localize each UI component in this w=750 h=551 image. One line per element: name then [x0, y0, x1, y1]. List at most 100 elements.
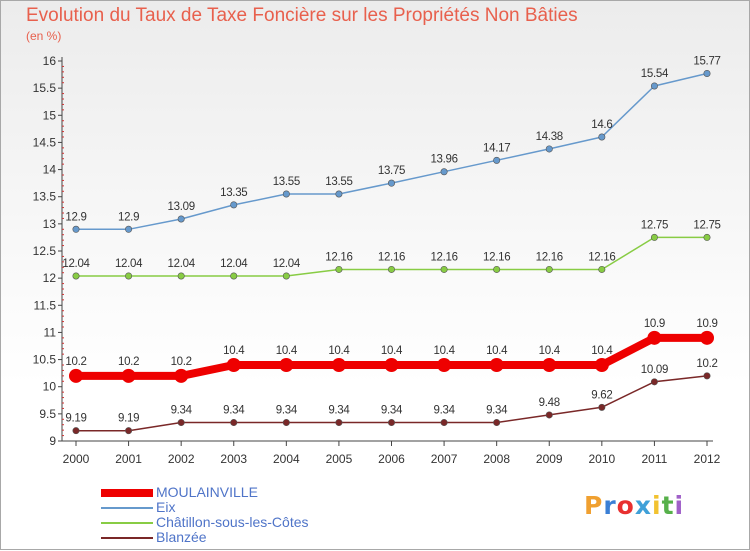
data-point-ch-tillon-sous-les-c-tes — [72, 272, 80, 280]
x-tick-label: 2007 — [431, 452, 458, 466]
data-label-moulainville: 10.4 — [328, 345, 350, 357]
data-point-moulainville — [121, 368, 136, 383]
logo-letter: r — [603, 491, 617, 520]
data-label-blanz-e: 9.34 — [381, 405, 403, 417]
y-tick-label: 13.5 — [33, 190, 57, 204]
data-label-ch-tillon-sous-les-c-tes: 12.75 — [641, 219, 668, 231]
data-label-moulainville: 10.4 — [223, 345, 245, 357]
data-label-moulainville: 10.2 — [118, 356, 139, 368]
logo-letter: x — [634, 491, 652, 520]
data-label-moulainville: 10.2 — [65, 356, 86, 368]
data-point-eix — [72, 225, 80, 233]
data-label-blanz-e: 9.48 — [539, 397, 560, 409]
legend-item-moulainville: MOULAINVILLE — [101, 485, 309, 500]
data-label-blanz-e: 10.09 — [641, 364, 668, 376]
data-label-blanz-e: 9.34 — [433, 405, 455, 417]
data-point-moulainville — [226, 358, 241, 372]
x-tick-label: 2010 — [588, 452, 615, 466]
data-point-ch-tillon-sous-les-c-tes — [335, 265, 343, 273]
data-label-blanz-e: 9.19 — [65, 413, 86, 425]
y-tick-label: 14 — [43, 163, 57, 177]
data-point-eix — [125, 225, 133, 233]
data-label-ch-tillon-sous-les-c-tes: 12.16 — [588, 251, 615, 263]
data-label-blanz-e: 9.62 — [591, 389, 612, 401]
legend-swatch — [101, 506, 153, 509]
data-label-eix: 13.75 — [378, 165, 405, 177]
data-point-eix — [440, 168, 448, 176]
y-tick-label: 11 — [44, 325, 57, 339]
data-point-ch-tillon-sous-les-c-tes — [177, 272, 185, 280]
data-label-ch-tillon-sous-les-c-tes: 12.04 — [168, 258, 196, 270]
axes: 9 9.5 10 10.5 11 11.5 12 12.5 13 13.5 14 14.5 15 15.5… — [33, 54, 721, 466]
x-tick-label: 2008 — [483, 452, 510, 466]
x-tick-label: 2006 — [378, 452, 405, 466]
data-label-ch-tillon-sous-les-c-tes: 12.16 — [325, 251, 352, 263]
legend-swatch — [101, 521, 153, 524]
data-point-blanz-e — [650, 378, 658, 386]
data-point-moulainville — [69, 368, 83, 383]
data-point-moulainville — [331, 358, 346, 372]
data-point-ch-tillon-sous-les-c-tes — [230, 272, 238, 280]
data-point-eix — [703, 69, 711, 77]
x-tick-label: 2004 — [273, 452, 300, 466]
data-label-eix: 13.35 — [220, 187, 247, 199]
data-label-blanz-e: 9.34 — [171, 405, 193, 417]
data-point-moulainville — [700, 330, 714, 345]
data-point-blanz-e — [493, 419, 501, 427]
data-label-eix: 13.55 — [325, 176, 352, 188]
data-label-blanz-e: 9.34 — [276, 405, 298, 417]
data-point-moulainville — [542, 358, 557, 372]
data-point-blanz-e — [387, 419, 395, 427]
data-label-moulainville: 10.4 — [591, 345, 613, 357]
data-point-blanz-e — [230, 419, 238, 427]
chart-title: Evolution du Taux de Taxe Foncière sur l… — [26, 5, 578, 26]
data-label-eix: 15.54 — [641, 68, 669, 80]
data-point-blanz-e — [125, 427, 133, 435]
data-label-moulainville: 10.4 — [486, 345, 508, 357]
legend-label: Eix — [156, 499, 176, 515]
legend-swatch — [101, 536, 153, 539]
legend-label: Châtillon-sous-les-Côtes — [156, 514, 309, 530]
y-tick-label: 15.5 — [33, 81, 57, 95]
data-label-moulainville: 10.4 — [381, 345, 403, 357]
data-label-ch-tillon-sous-les-c-tes: 12.16 — [536, 251, 563, 263]
y-tick-label: 10.5 — [33, 353, 57, 367]
data-label-eix: 12.9 — [65, 211, 86, 223]
legend-item-eix: Eix — [101, 500, 309, 515]
data-point-ch-tillon-sous-les-c-tes — [493, 265, 501, 273]
legend-label: MOULAINVILLE — [156, 484, 258, 500]
y-tick-label: 16 — [43, 54, 57, 68]
data-label-eix: 13.96 — [430, 154, 457, 166]
data-point-moulainville — [594, 358, 609, 372]
data-point-eix — [545, 145, 553, 153]
data-label-eix: 12.9 — [118, 211, 139, 223]
y-unit-label: (en %) — [26, 29, 62, 43]
data-label-eix: 13.55 — [273, 176, 300, 188]
data-label-ch-tillon-sous-les-c-tes: 12.16 — [430, 251, 457, 263]
data-label-ch-tillon-sous-les-c-tes: 12.16 — [378, 251, 405, 263]
data-label-ch-tillon-sous-les-c-tes: 12.04 — [62, 258, 90, 270]
data-point-blanz-e — [703, 372, 711, 380]
data-label-moulainville: 10.9 — [696, 318, 717, 330]
data-point-moulainville — [174, 368, 189, 383]
data-label-blanz-e: 9.34 — [328, 405, 350, 417]
data-label-eix: 14.17 — [483, 142, 510, 154]
data-point-blanz-e — [440, 419, 448, 427]
data-point-ch-tillon-sous-les-c-tes — [125, 272, 133, 280]
data-point-blanz-e — [72, 427, 80, 435]
legend-item-blanz-e: Blanzée — [101, 530, 309, 545]
y-tick-label: 10 — [43, 380, 57, 394]
data-label-blanz-e: 9.19 — [118, 413, 139, 425]
legend-item-ch-tillon-sous-les-c-tes: Châtillon-sous-les-Côtes — [101, 515, 309, 530]
x-tick-label: 2001 — [115, 452, 142, 466]
logo-letter: o — [616, 491, 635, 520]
x-tick-label: 2005 — [326, 452, 353, 466]
data-label-moulainville: 10.2 — [171, 356, 192, 368]
y-tick-label: 12.5 — [33, 244, 57, 258]
data-point-moulainville — [489, 358, 504, 372]
data-point-ch-tillon-sous-les-c-tes — [282, 272, 290, 280]
y-tick-label: 15 — [43, 108, 57, 122]
series-points — [69, 69, 714, 435]
